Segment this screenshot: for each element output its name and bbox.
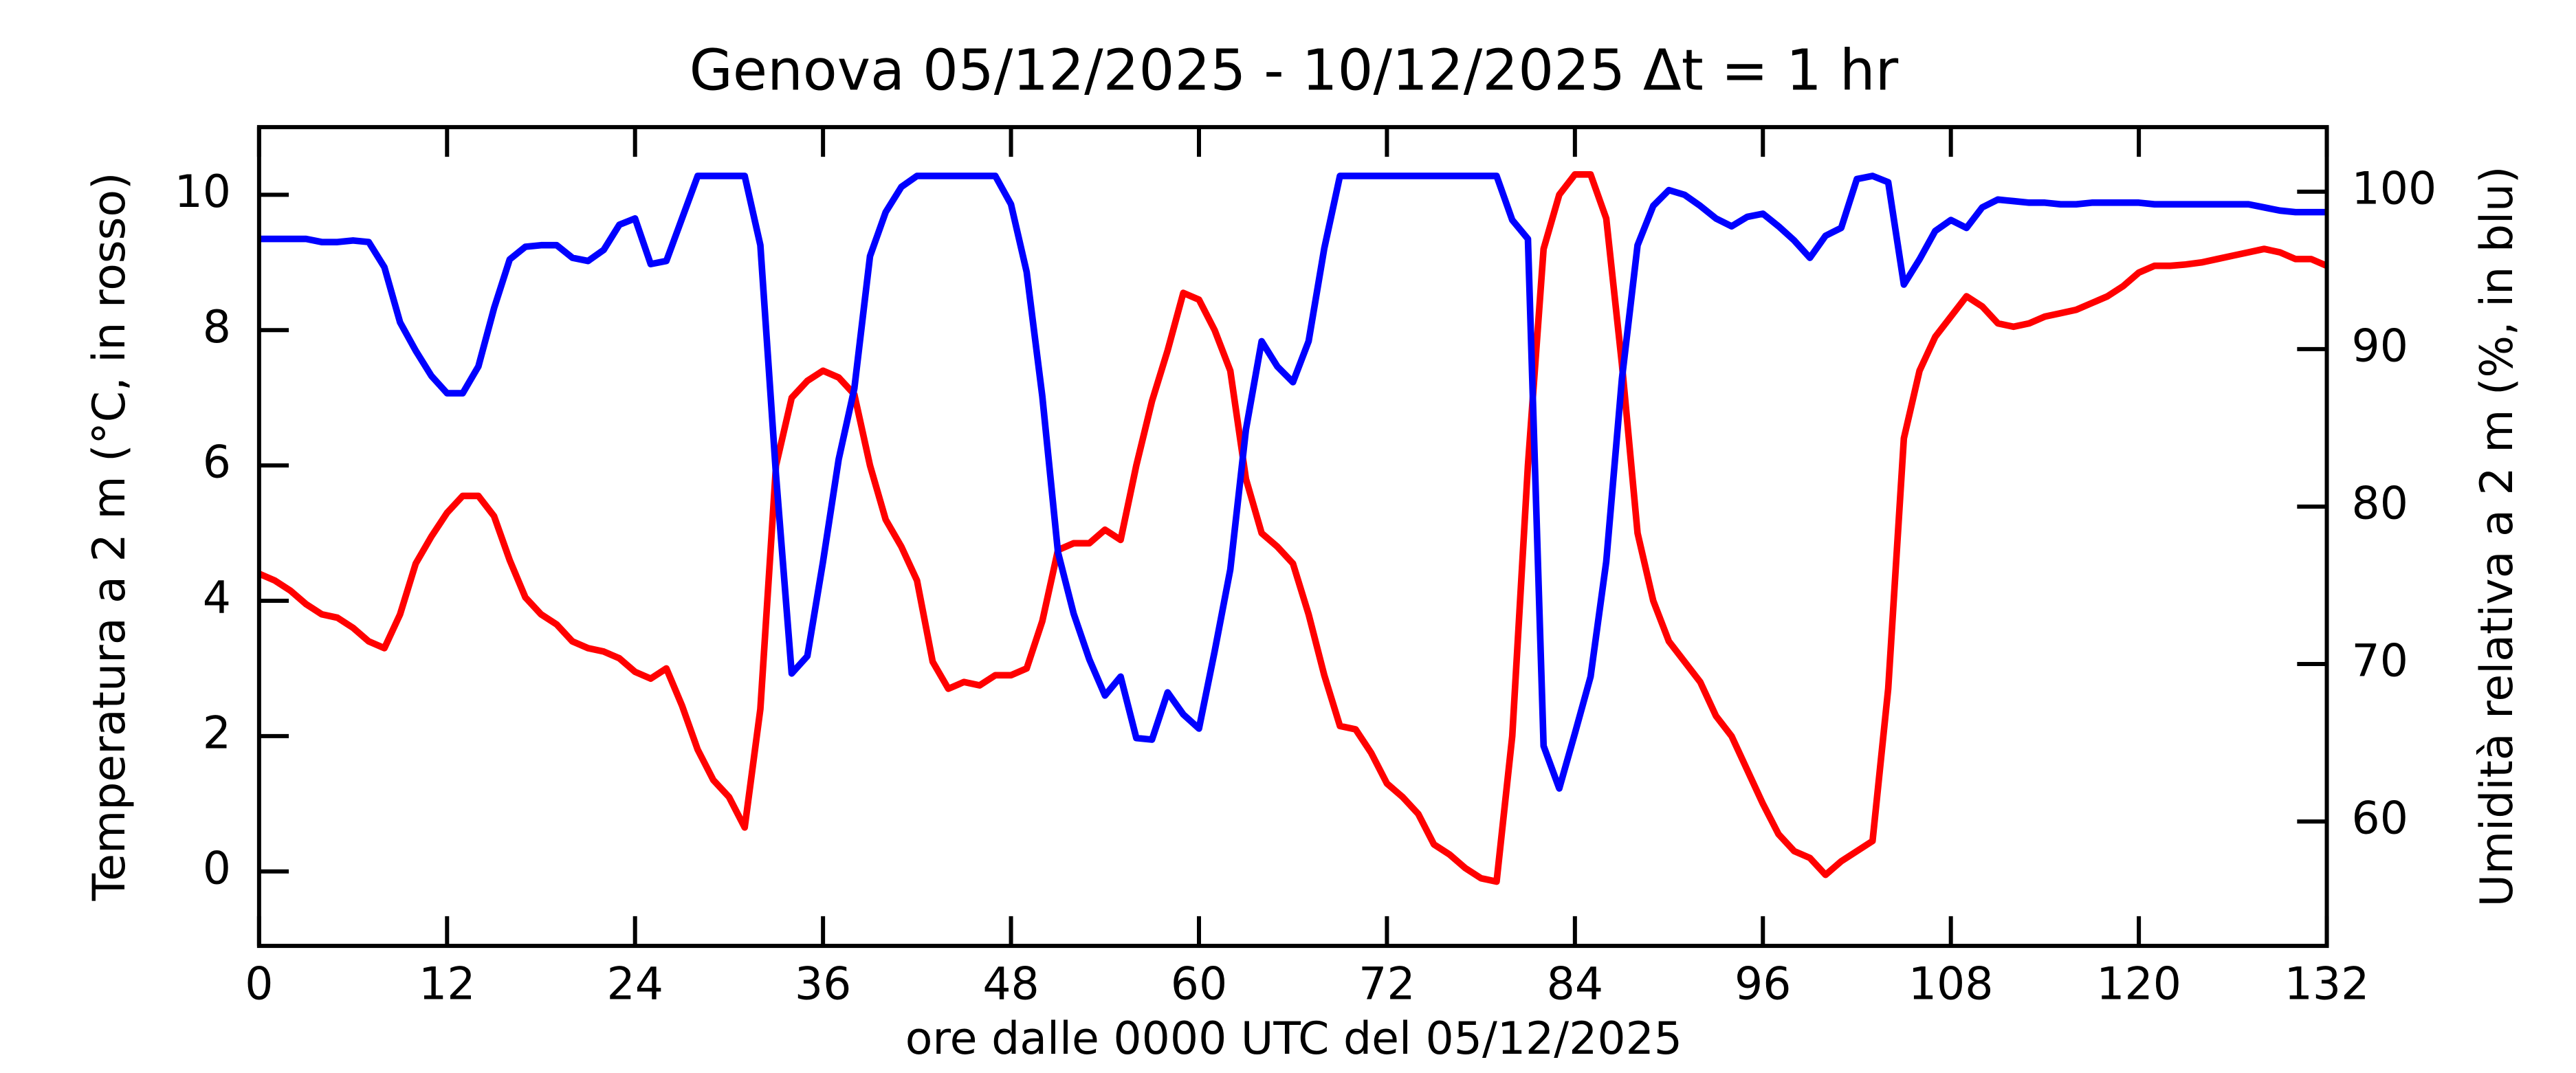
y2-tick-label: 100 [2352,163,2437,214]
x-tick-label: 132 [2285,959,2370,1010]
x-tick-label: 120 [2096,959,2181,1010]
y2-tick-label: 90 [2352,320,2408,372]
y2-tick-label: 80 [2352,478,2408,530]
x-tick-label: 24 [606,959,663,1010]
y2-tick-label: 60 [2352,793,2408,845]
x-tick-label: 108 [1908,959,1994,1010]
x-tick-label: 12 [419,959,475,1010]
x-tick-label: 96 [1735,959,1791,1010]
y-tick-label: 8 [203,302,231,353]
x-tick-label: 0 [245,959,273,1010]
x-tick-label: 72 [1358,959,1415,1010]
y-tick-label: 10 [175,166,231,218]
y-tick-label: 2 [203,707,231,759]
y-tick-label: 4 [203,573,231,624]
x-tick-label: 48 [982,959,1039,1010]
y2-tick-label: 70 [2352,636,2408,687]
x-tick-label: 36 [795,959,851,1010]
x-axis-label: ore dalle 0000 UTC del 05/12/2025 [905,1013,1682,1065]
x-tick-label: 60 [1171,959,1227,1010]
y-tick-label: 6 [203,437,231,489]
data-line [257,171,2329,885]
y2-axis-label: Umidità relativa a 2 m (%, in blu) [2472,166,2523,907]
y-axis-label: Temperatura a 2 m (°C, in rosso) [84,173,135,902]
x-tick-label: 84 [1547,959,1603,1010]
y-tick-label: 0 [203,843,231,894]
data-line [258,173,2327,792]
plot-frame [256,124,2329,949]
chart-title: Genova 05/12/2025 - 10/12/2025 Δt = 1 hr [690,38,1899,104]
